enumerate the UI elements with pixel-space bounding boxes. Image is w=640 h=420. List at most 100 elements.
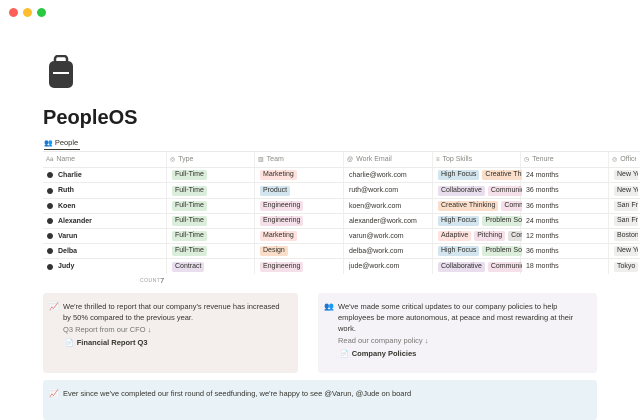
tenure: 36 months [526, 248, 559, 256]
column-icon: @ [347, 157, 354, 163]
tag: Contr [508, 231, 522, 242]
column-header[interactable]: ◎ Type [170, 152, 254, 167]
minimize-button[interactable] [23, 8, 32, 17]
tag: Communication [487, 261, 522, 272]
callout-caption: Q3 Report from our CFO ↓ [63, 325, 152, 334]
tag: Tokyo [614, 261, 638, 272]
tenure: 24 months [526, 172, 559, 180]
cell-name[interactable]: Varun [46, 229, 166, 244]
link-label: Company Policies [351, 349, 417, 358]
tag: High Focus [438, 246, 480, 257]
cell-skills: AdaptivePitchingContr [438, 229, 522, 244]
cell-name[interactable]: Alexander [46, 214, 166, 229]
tag: Creative Thinking [482, 170, 522, 181]
row-divider [43, 228, 640, 229]
column-header[interactable]: ◎Office [612, 152, 636, 167]
person-name: Koen [58, 202, 76, 210]
tag: Engineering [260, 200, 304, 211]
callout-text: We've made some critical updates to our … [338, 302, 574, 333]
column-label: Name [56, 156, 76, 163]
callout-icon: 📈 [49, 302, 59, 311]
callout: 👥 We've made some critical updates to our… [318, 293, 597, 373]
cell-type: Full-Time [172, 214, 256, 229]
column-label: Top Skills [442, 156, 473, 163]
cell-name[interactable]: Judy [46, 259, 166, 274]
link-icon: 📄 [65, 340, 74, 347]
email: delba@work.com [349, 248, 404, 256]
cell-email: charlie@work.com [349, 168, 434, 183]
tenure: 12 months [526, 233, 559, 240]
cell-type: Full-Time [172, 229, 256, 244]
tag: Communication [487, 185, 522, 196]
zoom-button[interactable] [37, 8, 46, 17]
tenure: 36 months [526, 202, 559, 210]
tag: High Focus [438, 170, 480, 181]
tag: Communication [501, 200, 522, 211]
email: jude@work.com [349, 263, 400, 271]
cell-name[interactable]: Charlie [46, 168, 166, 183]
cell-office: Boston [614, 229, 638, 244]
tag: Engineering [260, 215, 304, 226]
cell-name[interactable]: Ruth [46, 183, 166, 198]
column-label: Office [620, 156, 636, 163]
page: PeopleOS 👥 People Aa Name ◎ Type ▥ Team @ Work … [9, 8, 640, 420]
cell-email: koen@work.com [349, 199, 434, 214]
tag: Problem Solving [482, 246, 522, 257]
tag: Pitching [474, 231, 506, 242]
view-tab[interactable]: 👥 People [44, 137, 81, 150]
column-header[interactable]: @ Work Email [347, 152, 432, 167]
tag: Collaborative [438, 185, 485, 196]
cell-team: Engineering [260, 214, 345, 229]
column-icon: ◷ [524, 157, 530, 163]
column-header[interactable]: ▥ Team [258, 152, 343, 167]
row-divider [43, 243, 640, 245]
row-divider [43, 212, 640, 214]
cell-type: Full-Time [172, 168, 256, 183]
count-value: 7 [160, 275, 165, 285]
cell-office: San Francisco [614, 199, 638, 214]
email: koen@work.com [349, 202, 402, 210]
cell-name[interactable]: Delba [46, 244, 166, 259]
cell-name[interactable]: Koen [46, 199, 166, 214]
callout-text: We're thrilled to report that our compan… [63, 302, 280, 322]
cell-team: Marketing [260, 168, 345, 183]
cell-tenure: 36 months [526, 244, 610, 259]
cell-office: San Francisco [614, 214, 638, 229]
email: charlie@work.com [349, 172, 407, 180]
column-header[interactable]: ≡ Top Skills [436, 152, 520, 167]
cell-tenure: 36 months [526, 183, 610, 198]
cell-type: Full-Time [172, 199, 256, 214]
person-name: Alexander [58, 217, 92, 225]
cell-tenure: 36 months [526, 199, 610, 214]
tag: Contract [172, 261, 205, 272]
column-header[interactable]: Aa Name [46, 152, 166, 167]
tag: New York [614, 185, 638, 196]
link-icon: 📄 [340, 351, 349, 358]
column-icon: ≡ [436, 157, 440, 163]
tag: Full-Time [172, 215, 207, 226]
tag: Design [260, 246, 288, 257]
cell-email: jude@work.com [349, 259, 434, 274]
callout-link[interactable]: 📄 Company Policies [340, 348, 416, 360]
tag: Adaptive [438, 231, 472, 242]
tag: San Francisco [614, 215, 638, 226]
column-label: Tenure [532, 156, 554, 163]
cell-skills: Creative ThinkingCommunication [438, 199, 522, 214]
callout-link[interactable]: 📄 Financial Report Q3 [65, 337, 148, 349]
column-header[interactable]: ◷ Tenure [524, 152, 608, 167]
tag: Full-Time [172, 246, 207, 257]
email: ruth@work.com [349, 187, 399, 195]
cell-email: alexander@work.com [349, 214, 434, 229]
cell-tenure: 24 months [526, 214, 610, 229]
column-icon: Aa [46, 157, 54, 163]
row-divider [43, 182, 640, 184]
cell-skills: CollaborativeCommunication [438, 183, 522, 198]
callout-icon: 👥 [324, 302, 334, 311]
cell-office: New York [614, 244, 638, 259]
close-button[interactable] [9, 8, 18, 17]
avatar [47, 233, 53, 240]
callout: 📈 We're thrilled to report that our compa… [43, 293, 298, 373]
email: alexander@work.com [349, 217, 417, 225]
